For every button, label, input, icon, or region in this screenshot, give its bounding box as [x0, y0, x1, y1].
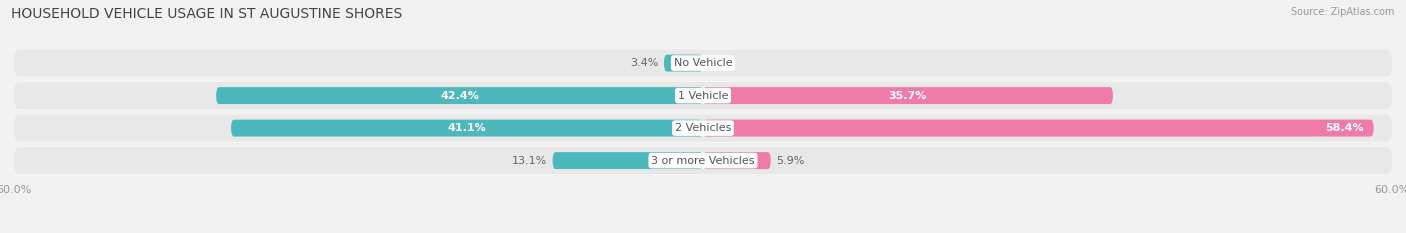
Text: HOUSEHOLD VEHICLE USAGE IN ST AUGUSTINE SHORES: HOUSEHOLD VEHICLE USAGE IN ST AUGUSTINE …: [11, 7, 402, 21]
FancyBboxPatch shape: [14, 115, 1392, 141]
Text: 3.4%: 3.4%: [630, 58, 658, 68]
FancyBboxPatch shape: [14, 147, 1392, 174]
FancyBboxPatch shape: [703, 152, 770, 169]
FancyBboxPatch shape: [14, 50, 1392, 76]
Text: 35.7%: 35.7%: [889, 91, 927, 101]
FancyBboxPatch shape: [553, 152, 703, 169]
FancyBboxPatch shape: [703, 87, 1114, 104]
Text: No Vehicle: No Vehicle: [673, 58, 733, 68]
FancyBboxPatch shape: [664, 55, 703, 72]
Text: Source: ZipAtlas.com: Source: ZipAtlas.com: [1291, 7, 1395, 17]
Text: 13.1%: 13.1%: [512, 156, 547, 166]
Text: 58.4%: 58.4%: [1326, 123, 1364, 133]
Text: 41.1%: 41.1%: [447, 123, 486, 133]
FancyBboxPatch shape: [217, 87, 703, 104]
Text: 42.4%: 42.4%: [440, 91, 479, 101]
Text: 1 Vehicle: 1 Vehicle: [678, 91, 728, 101]
FancyBboxPatch shape: [231, 120, 703, 137]
FancyBboxPatch shape: [14, 82, 1392, 109]
Text: 5.9%: 5.9%: [776, 156, 804, 166]
FancyBboxPatch shape: [703, 120, 1374, 137]
Legend: Owner-occupied, Renter-occupied: Owner-occupied, Renter-occupied: [575, 230, 831, 233]
Text: 3 or more Vehicles: 3 or more Vehicles: [651, 156, 755, 166]
Text: 2 Vehicles: 2 Vehicles: [675, 123, 731, 133]
